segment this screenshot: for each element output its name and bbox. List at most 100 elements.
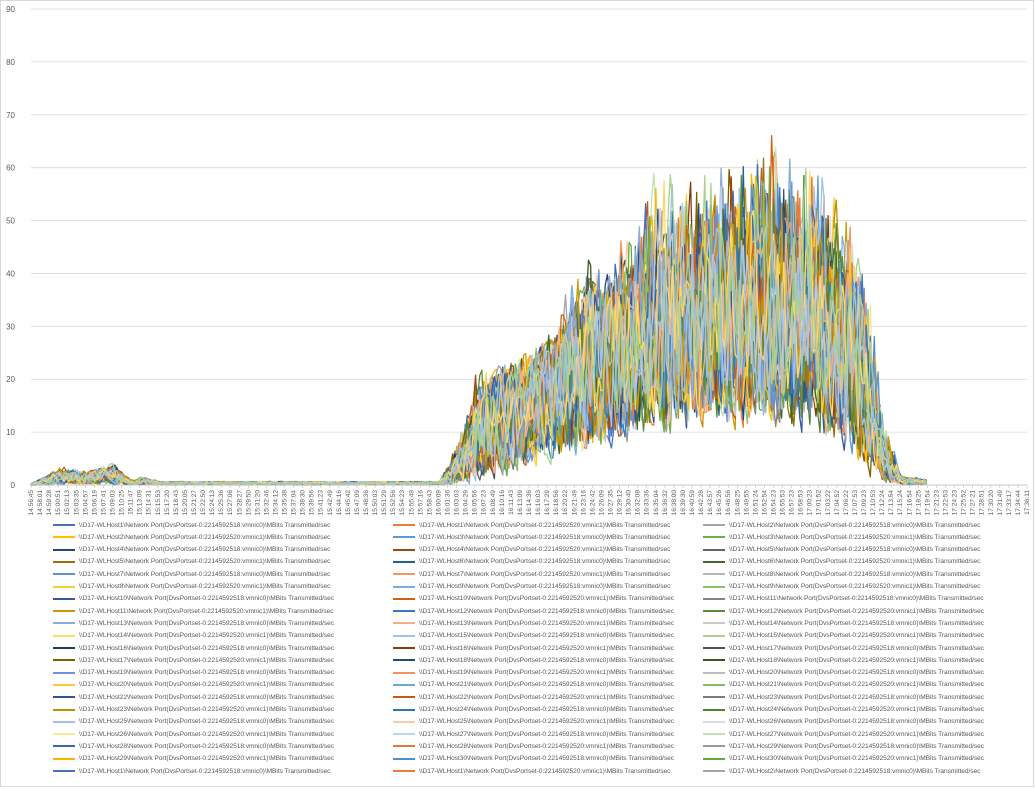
y-tick-label: 60 bbox=[6, 164, 15, 173]
x-tick-label: 16:20:22 bbox=[562, 490, 569, 516]
legend-entry: \\D17-WLHost23\Network Port(DvsPortset-0… bbox=[53, 704, 334, 716]
legend-swatch bbox=[393, 634, 415, 637]
legend-swatch bbox=[703, 720, 725, 723]
legend-label: \\D17-WLHost20\Network Port(DvsPortset-0… bbox=[729, 669, 985, 677]
x-tick-label: 16:58:53 bbox=[798, 490, 805, 516]
x-tick-label: 15:11:47 bbox=[128, 490, 135, 515]
x-tick-label: 16:49:55 bbox=[743, 490, 750, 516]
x-tick-label: 17:10:53 bbox=[870, 490, 877, 516]
legend-entry: \\D17-WLHost27\Network Port(DvsPortset-0… bbox=[393, 728, 674, 740]
legend-entry: \\D17-WLHost12\Network Port(DvsPortset-0… bbox=[393, 605, 674, 617]
y-tick-label: 10 bbox=[6, 428, 15, 437]
x-tick-label: 16:24:42 bbox=[589, 490, 596, 516]
legend-label: \\D17-WLHost19\Network Port(DvsPortset-0… bbox=[79, 669, 335, 677]
x-tick-label: 16:17:29 bbox=[544, 490, 551, 516]
x-tick-label: 16:57:23 bbox=[789, 490, 796, 516]
legend-swatch bbox=[53, 720, 75, 723]
x-tick-label: 15:48:36 bbox=[363, 490, 370, 516]
x-tick-label: 17:12:24 bbox=[879, 490, 886, 516]
legend-label: \\D17-WLHost22\Network Port(DvsPortset-0… bbox=[79, 693, 335, 701]
legend-entry: \\D17-WLHost25\Network Port(DvsPortset-0… bbox=[53, 716, 334, 728]
legend-entry: \\D17-WLHost12\Network Port(DvsPortset-0… bbox=[703, 605, 984, 617]
x-tick-label: 16:45:26 bbox=[716, 490, 723, 516]
y-axis-tick-labels: 0 10 20 30 40 50 60 70 80 90 bbox=[6, 5, 15, 490]
legend-swatch bbox=[703, 708, 725, 711]
legend-label: \\D17-WLHost25\Network Port(DvsPortset-0… bbox=[419, 718, 675, 726]
legend-label: \\D17-WLHost25\Network Port(DvsPortset-0… bbox=[79, 718, 335, 726]
legend-entry: \\D17-WLHost22\Network Port(DvsPortset-0… bbox=[53, 691, 334, 703]
legend-label: \\D17-WLHost17\Network Port(DvsPortset-0… bbox=[729, 644, 985, 652]
legend-swatch bbox=[53, 610, 75, 613]
x-tick-label: 15:54:23 bbox=[399, 490, 406, 516]
y-tick-label: 50 bbox=[6, 217, 15, 226]
legend-swatch bbox=[703, 585, 725, 588]
x-tick-label: 17:27:21 bbox=[970, 490, 977, 516]
x-tick-label: 16:42:28 bbox=[698, 490, 705, 516]
legend-swatch bbox=[703, 745, 725, 748]
x-tick-label: 16:00:09 bbox=[435, 490, 442, 516]
x-tick-label: 15:03:35 bbox=[73, 490, 80, 516]
legend-swatch bbox=[703, 548, 725, 551]
legend-label: \\D17-WLHost21\Network Port(DvsPortset-0… bbox=[729, 681, 985, 689]
legend-entry: \\D17-WLHost1\Network Port(DvsPortset-0:… bbox=[393, 519, 670, 531]
legend-entry: \\D17-WLHost20\Network Port(DvsPortset-0… bbox=[53, 679, 334, 691]
legend-swatch bbox=[703, 770, 725, 772]
legend-label: \\D17-WLHost10\Network Port(DvsPortset-0… bbox=[419, 595, 675, 603]
legend: \\D17-WLHost1\Network Port(DvsPortset-0:… bbox=[53, 519, 1013, 781]
legend-swatch bbox=[393, 560, 415, 563]
legend-label: \\D17-WLHost1\Network Port(DvsPortset-0:… bbox=[419, 521, 671, 529]
legend-label: \\D17-WLHost16\Network Port(DvsPortset-0… bbox=[79, 644, 335, 652]
legend-entry: \\D17-WLHost9\Network Port(DvsPortset-0:… bbox=[703, 581, 980, 593]
y-tick-label: 0 bbox=[11, 481, 16, 490]
x-tick-label: 16:52:54 bbox=[761, 490, 768, 516]
legend-label: \\D17-WLHost1\Network Port(DvsPortset-0:… bbox=[79, 521, 331, 529]
y-tick-label: 30 bbox=[6, 322, 15, 331]
legend-entry: \\D17-WLHost4\Network Port(DvsPortset-0:… bbox=[53, 544, 330, 556]
legend-label: \\D17-WLHost26\Network Port(DvsPortset-0… bbox=[79, 730, 335, 738]
legend-entry: \\D17-WLHost13\Network Port(DvsPortset-0… bbox=[53, 617, 334, 629]
legend-label: \\D17-WLHost26\Network Port(DvsPortset-0… bbox=[729, 718, 985, 726]
x-tick-label: 17:09:23 bbox=[861, 490, 868, 516]
legend-label: \\D17-WLHost15\Network Port(DvsPortset-0… bbox=[729, 632, 985, 640]
x-tick-label: 16:33:36 bbox=[644, 490, 651, 516]
legend-swatch bbox=[53, 683, 75, 686]
x-tick-label: 17:01:52 bbox=[816, 490, 823, 516]
x-tick-label: 15:39:56 bbox=[309, 490, 316, 516]
x-tick-label: 15:45:42 bbox=[345, 490, 352, 516]
x-tick-label: 15:47:09 bbox=[354, 490, 361, 516]
y-tick-label: 80 bbox=[6, 58, 15, 67]
legend-entry: \\D17-WLHost19\Network Port(DvsPortset-0… bbox=[393, 667, 674, 679]
legend-entry: \\D17-WLHost19\Network Port(DvsPortset-0… bbox=[53, 667, 334, 679]
legend-label: \\D17-WLHost24\Network Port(DvsPortset-0… bbox=[419, 706, 675, 713]
x-tick-label: 15:50:03 bbox=[372, 490, 379, 516]
x-tick-label: 16:07:23 bbox=[481, 490, 488, 516]
x-tick-label: 17:18:25 bbox=[915, 490, 922, 516]
legend-label: \\D17-WLHost12\Network Port(DvsPortset-0… bbox=[729, 607, 985, 615]
legend-label: \\D17-WLHost22\Network Port(DvsPortset-0… bbox=[419, 693, 675, 701]
gridlines bbox=[31, 8, 1027, 486]
legend-label: \\D17-WLHost7\Network Port(DvsPortset-0:… bbox=[79, 570, 331, 578]
legend-label: \\D17-WLHost30\Network Port(DvsPortset-0… bbox=[729, 755, 985, 763]
legend-swatch bbox=[53, 745, 75, 748]
legend-swatch bbox=[703, 683, 725, 686]
legend-swatch bbox=[393, 622, 415, 625]
legend-swatch bbox=[393, 708, 415, 711]
legend-swatch bbox=[393, 757, 415, 760]
x-tick-label: 17:13:54 bbox=[888, 490, 895, 516]
x-tick-label: 16:18:56 bbox=[553, 490, 560, 516]
x-tick-label: 16:03:03 bbox=[454, 490, 461, 516]
legend-entry: \\D17-WLHost1\Network Port(DvsPortset-0:… bbox=[393, 765, 670, 777]
legend-entry: \\D17-WLHost5\Network Port(DvsPortset-0:… bbox=[703, 544, 980, 556]
x-tick-label: 16:04:29 bbox=[463, 490, 470, 516]
plot-area: 0 10 20 30 40 50 60 70 80 90 14:56:45 14:58:01 14:5… bbox=[6, 5, 1031, 516]
legend-swatch bbox=[53, 560, 75, 563]
legend-label: \\D17-WLHost3\Network Port(DvsPortset-0:… bbox=[729, 533, 981, 541]
legend-entry: \\D17-WLHost24\Network Port(DvsPortset-0… bbox=[393, 704, 674, 716]
legend-entry: \\D17-WLHost20\Network Port(DvsPortset-0… bbox=[703, 667, 984, 679]
legend-entry: \\D17-WLHost4\Network Port(DvsPortset-0:… bbox=[393, 544, 670, 556]
legend-entry: \\D17-WLHost16\Network Port(DvsPortset-0… bbox=[393, 642, 674, 654]
legend-label: \\D17-WLHost30\Network Port(DvsPortset-0… bbox=[419, 755, 675, 763]
legend-label: \\D17-WLHost2\Network Port(DvsPortset-0:… bbox=[729, 521, 981, 529]
x-tick-label: 15:29:50 bbox=[245, 490, 252, 516]
